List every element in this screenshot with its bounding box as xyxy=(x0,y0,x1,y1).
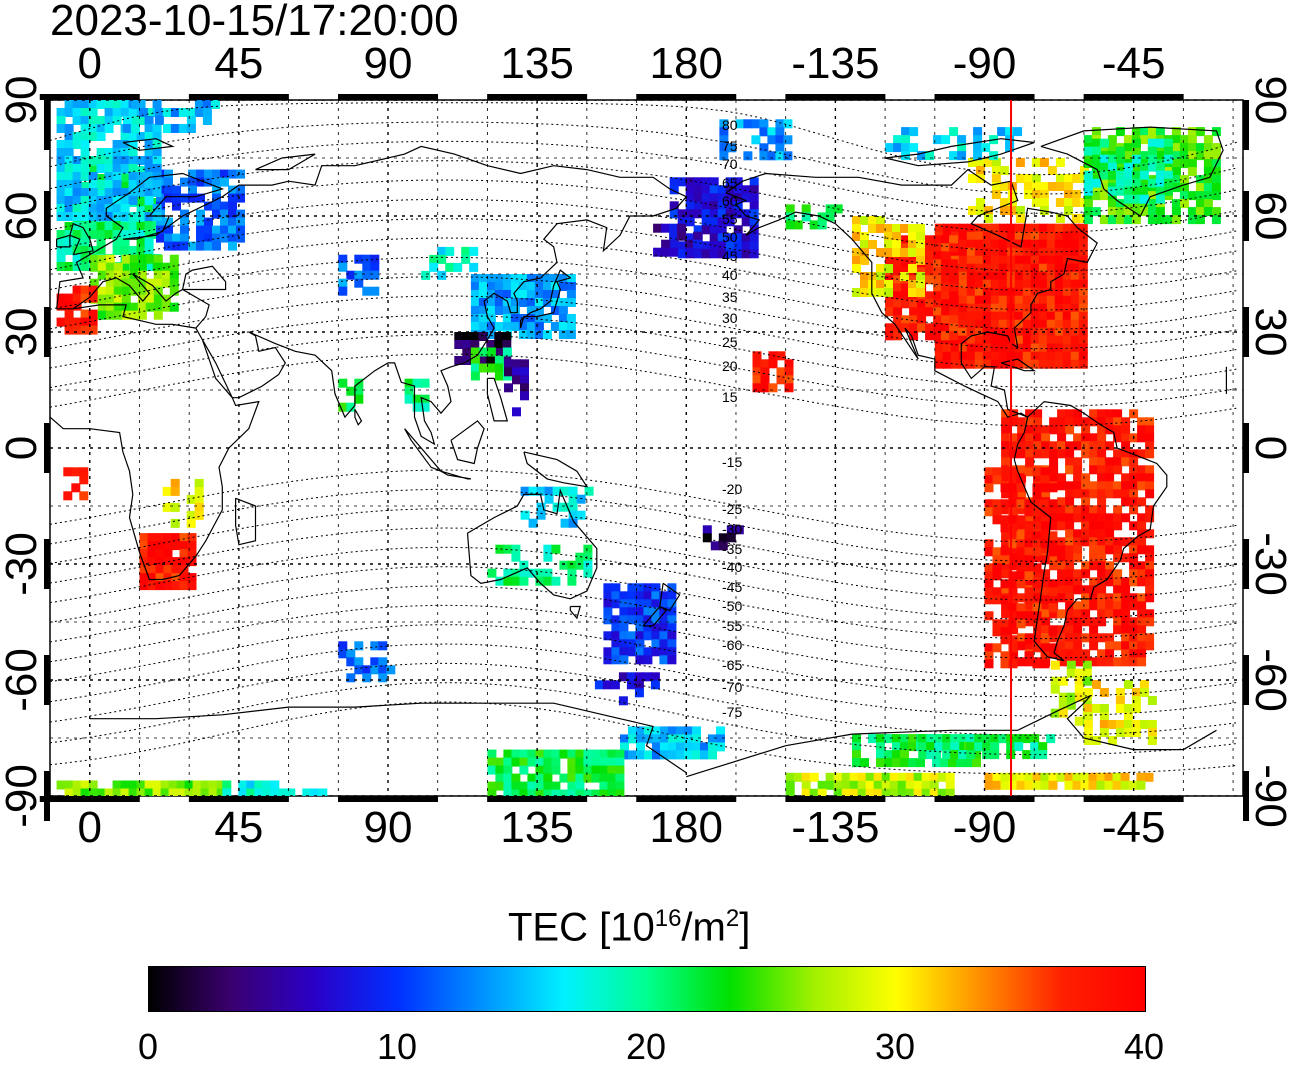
tec-world-map: 80 75 70 65 60 55 50 45 40 35 30 25 20 15 -15 -20 -25 -30… xyxy=(39,94,1249,821)
bottom-lon-label: 180 xyxy=(649,803,723,852)
top-lon-label: 180 xyxy=(649,39,723,88)
colorbar-tick-label: 20 xyxy=(625,1026,667,1067)
bottom-lon-label: 135 xyxy=(500,803,574,852)
coastline-layer xyxy=(50,126,1228,778)
left-lat-label: 30 xyxy=(0,307,46,357)
mag-lat-label: -30 xyxy=(722,521,742,537)
mag-lat-label: 50 xyxy=(722,229,738,245)
right-lat-label: -60 xyxy=(1246,648,1294,712)
top-lon-label: 45 xyxy=(214,39,264,88)
mag-lat-label: 45 xyxy=(722,248,738,264)
magnetic-latitude-contours xyxy=(50,102,1239,775)
colorbar-tick-label: 40 xyxy=(1123,1026,1165,1067)
mag-lat-label: -55 xyxy=(722,618,742,634)
colorbar-title-main: TEC [10 xyxy=(508,905,655,950)
top-lon-label: -45 xyxy=(1101,39,1166,88)
mag-lat-label: 20 xyxy=(722,358,738,374)
bottom-lon-label: 45 xyxy=(214,803,264,852)
right-lat-label: 60 xyxy=(1246,191,1294,241)
right-lat-label: 90 xyxy=(1246,75,1294,125)
mag-lat-label: 35 xyxy=(722,289,738,305)
top-lon-label: -135 xyxy=(791,39,880,88)
mag-lat-label: 15 xyxy=(722,389,738,405)
mag-lat-label: -60 xyxy=(722,637,742,653)
mag-lat-label: 40 xyxy=(722,267,738,283)
timestamp-title: 2023-10-15/17:20:00 xyxy=(50,0,459,45)
colorbar-title: TEC [1016/m2] xyxy=(508,905,750,950)
right-lat-label: 0 xyxy=(1246,435,1294,461)
top-lon-label: -90 xyxy=(952,39,1017,88)
colorbar-title-mid: /m xyxy=(681,905,726,950)
mag-lat-label: -25 xyxy=(722,501,742,517)
mag-lat-label: 25 xyxy=(722,334,738,350)
magnetic-latitude-labels: 80 75 70 65 60 55 50 45 40 35 30 25 20 15 -15 -20 -25 -30… xyxy=(722,117,742,720)
left-lat-label: -90 xyxy=(0,764,46,828)
bottom-lon-label: -135 xyxy=(791,803,880,852)
mag-lat-label: 70 xyxy=(722,156,738,172)
top-lon-label: 0 xyxy=(77,39,103,88)
left-lat-label: 90 xyxy=(0,75,46,125)
bottom-lon-label: 0 xyxy=(77,803,103,852)
colorbar xyxy=(148,966,1146,1012)
left-lat-label: -30 xyxy=(0,532,46,596)
left-lat-label: 60 xyxy=(0,191,46,241)
mag-lat-label: 30 xyxy=(722,310,738,326)
mag-lat-label: 65 xyxy=(722,175,738,191)
grid-lines xyxy=(50,100,1243,796)
mag-lat-label: -50 xyxy=(722,598,742,614)
right-lat-label: -90 xyxy=(1246,764,1294,828)
colorbar-title-exp2: 2 xyxy=(725,905,740,932)
colorbar-title-exp1: 16 xyxy=(654,905,682,932)
tec-data-layer xyxy=(56,100,1221,796)
top-lon-label: 135 xyxy=(500,39,574,88)
mag-lat-label: -70 xyxy=(722,679,742,695)
colorbar-tick-label: 10 xyxy=(376,1026,418,1067)
mag-lat-label: -15 xyxy=(722,454,742,470)
mag-lat-label: 55 xyxy=(722,211,738,227)
mag-lat-label: -75 xyxy=(722,704,742,720)
mag-lat-label: -40 xyxy=(722,559,742,575)
mag-lat-label: -45 xyxy=(722,579,742,595)
mag-lat-label: 75 xyxy=(722,138,738,154)
bottom-lon-label: -90 xyxy=(952,803,1017,852)
axis-ticks xyxy=(39,94,1249,821)
mag-lat-label: 60 xyxy=(722,193,738,209)
right-lat-label: 30 xyxy=(1246,307,1294,357)
mag-lat-label: -65 xyxy=(722,657,742,673)
colorbar-title-end: ] xyxy=(739,905,751,950)
colorbar-tick-label: 0 xyxy=(137,1026,159,1067)
left-lat-label: -60 xyxy=(0,648,46,712)
top-lon-label: 90 xyxy=(363,39,413,88)
colorbar-tick-label: 30 xyxy=(874,1026,916,1067)
bottom-lon-label: -45 xyxy=(1101,803,1166,852)
mag-lat-label: -35 xyxy=(722,541,742,557)
bottom-lon-label: 90 xyxy=(363,803,413,852)
left-lat-label: 0 xyxy=(0,435,46,461)
right-lat-label: -30 xyxy=(1246,532,1294,596)
mag-lat-label: 80 xyxy=(722,117,738,133)
mag-lat-label: -20 xyxy=(722,481,742,497)
